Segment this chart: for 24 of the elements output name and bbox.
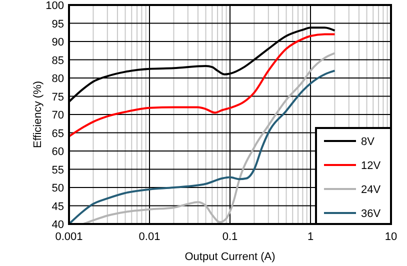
y-tick-label: 65	[52, 128, 64, 140]
y-axis-title: Efficiency (%)	[32, 80, 44, 148]
y-tick-label: 95	[52, 18, 64, 30]
x-axis-title: Output Current (A)	[184, 251, 276, 263]
y-tick-label: 100	[46, 0, 64, 12]
y-tick-label: 55	[52, 164, 64, 176]
x-tick-label: 0.1	[222, 231, 238, 243]
y-tick-label: 45	[52, 200, 64, 213]
y-tick-label: 50	[52, 182, 64, 194]
y-tick-label: 40	[52, 219, 64, 231]
legend-label: 8V	[361, 136, 376, 148]
y-tick-label: 70	[52, 110, 64, 122]
y-tick-label: 75	[52, 91, 64, 104]
x-tick-label: 0.01	[138, 231, 160, 243]
y-tick-label: 80	[52, 73, 64, 85]
x-tick-label: 0.001	[55, 231, 83, 243]
x-tick-label: 1	[307, 231, 314, 243]
legend-label: 12V	[361, 160, 382, 172]
y-tick-label: 85	[52, 54, 64, 67]
x-tick-label: 10	[384, 231, 398, 243]
y-tick-label: 60	[52, 146, 64, 158]
legend-label: 36V	[361, 208, 382, 220]
legend-label: 24V	[361, 184, 382, 196]
y-tick-label: 90	[52, 36, 64, 48]
